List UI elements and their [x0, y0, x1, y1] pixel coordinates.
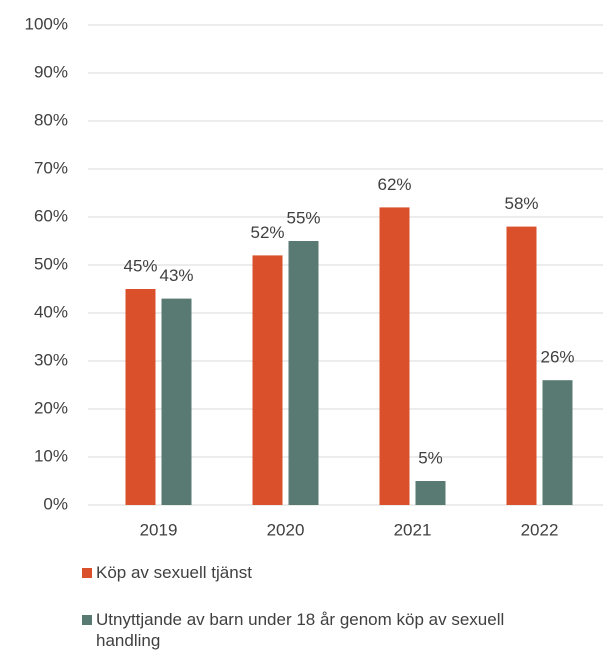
- value-label: 58%: [504, 194, 538, 213]
- y-tick-label: 0%: [43, 494, 68, 513]
- value-label: 43%: [159, 266, 193, 285]
- value-label: 52%: [250, 223, 284, 242]
- x-tick-label: 2020: [267, 520, 305, 539]
- legend-item: Utnyttjande av barn under 18 år genom kö…: [82, 609, 562, 651]
- y-tick-label: 90%: [34, 62, 68, 81]
- x-tick-label: 2022: [521, 520, 559, 539]
- y-tick-label: 50%: [34, 254, 68, 273]
- y-tick-label: 100%: [25, 14, 68, 33]
- legend-swatch: [82, 568, 92, 578]
- y-tick-label: 60%: [34, 206, 68, 225]
- bar: [415, 481, 446, 505]
- value-label: 55%: [286, 208, 320, 227]
- bar: [252, 255, 283, 505]
- legend-item: Köp av sexuell tjänst: [82, 562, 562, 583]
- y-tick-label: 10%: [34, 446, 68, 465]
- bar: [288, 241, 319, 505]
- bar: [379, 207, 410, 505]
- x-tick-label: 2021: [394, 520, 432, 539]
- value-label: 45%: [123, 256, 157, 275]
- value-label: 5%: [418, 448, 443, 467]
- y-tick-label: 30%: [34, 350, 68, 369]
- bar: [542, 380, 573, 505]
- legend-label: Utnyttjande av barn under 18 år genom kö…: [96, 610, 505, 650]
- y-tick-label: 70%: [34, 158, 68, 177]
- legend: Köp av sexuell tjänst Utnyttjande av barn…: [82, 562, 562, 666]
- y-tick-label: 40%: [34, 302, 68, 321]
- y-tick-label: 80%: [34, 110, 68, 129]
- legend-label: Köp av sexuell tjänst: [96, 563, 252, 582]
- legend-swatch: [82, 615, 92, 625]
- bar: [506, 226, 537, 505]
- bar: [125, 289, 156, 505]
- y-tick-label: 20%: [34, 398, 68, 417]
- chart: 0% 10% 20% 30% 40% 50% 60% 70% 80% 90% 100% 2019 45%…: [25, 14, 603, 539]
- value-label: 62%: [377, 175, 411, 194]
- x-tick-label: 2019: [140, 520, 178, 539]
- value-label: 26%: [540, 348, 574, 367]
- bar: [161, 298, 192, 505]
